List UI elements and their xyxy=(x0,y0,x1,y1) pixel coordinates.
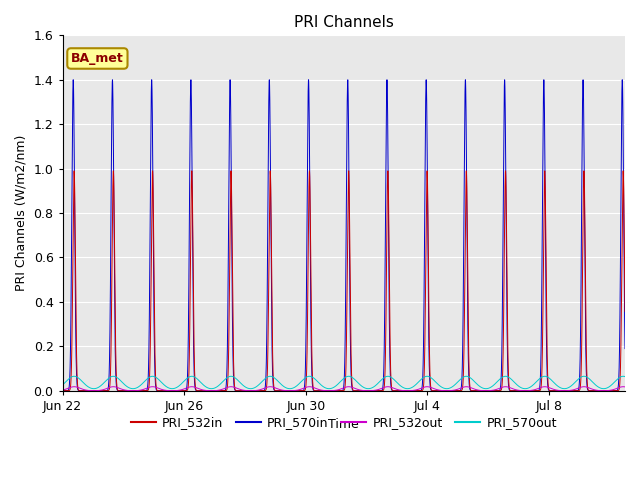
PRI_532out xyxy=(364,388,372,394)
Line: PRI_532in: PRI_532in xyxy=(63,171,625,391)
PRI_570out xyxy=(476,384,484,389)
PRI_532in xyxy=(364,388,372,394)
PRI_570in xyxy=(266,77,273,83)
Legend: PRI_532in, PRI_570in, PRI_532out, PRI_570out: PRI_532in, PRI_570in, PRI_532out, PRI_57… xyxy=(126,411,562,434)
PRI_532in xyxy=(59,388,67,394)
PRI_532in xyxy=(476,388,484,394)
PRI_532out xyxy=(194,385,202,391)
PRI_570out xyxy=(443,386,451,392)
PRI_532in xyxy=(70,168,78,174)
Y-axis label: PRI Channels (W/m2/nm): PRI Channels (W/m2/nm) xyxy=(15,135,28,291)
PRI_570out xyxy=(541,373,548,379)
Line: PRI_532out: PRI_532out xyxy=(63,387,625,391)
X-axis label: Time: Time xyxy=(328,418,359,432)
PRI_570out xyxy=(397,384,405,389)
PRI_570out xyxy=(59,382,67,388)
PRI_570in xyxy=(97,388,105,394)
PRI_570out xyxy=(621,374,629,380)
PRI_532out xyxy=(397,387,405,393)
PRI_532out xyxy=(274,386,282,392)
PRI_532out xyxy=(59,387,67,393)
PRI_570out xyxy=(364,386,372,392)
PRI_532out xyxy=(621,384,629,390)
PRI_532out xyxy=(97,387,105,393)
PRI_570out xyxy=(194,377,202,383)
PRI_532out xyxy=(443,388,451,394)
PRI_570in xyxy=(168,388,175,394)
PRI_532in xyxy=(443,388,451,394)
PRI_532in xyxy=(397,388,405,394)
PRI_570in xyxy=(397,388,405,394)
PRI_570in xyxy=(59,388,67,394)
PRI_532in xyxy=(621,309,629,314)
PRI_532out xyxy=(476,387,484,393)
PRI_570out xyxy=(274,378,282,384)
Line: PRI_570out: PRI_570out xyxy=(63,376,625,389)
PRI_532out xyxy=(541,384,548,390)
PRI_532in xyxy=(274,388,282,394)
PRI_570in xyxy=(274,388,282,394)
PRI_532in xyxy=(97,388,105,394)
PRI_570out xyxy=(97,383,105,389)
Text: BA_met: BA_met xyxy=(71,52,124,65)
PRI_532in xyxy=(194,388,202,394)
PRI_570in xyxy=(194,388,202,394)
PRI_570in xyxy=(476,388,484,394)
Title: PRI Channels: PRI Channels xyxy=(294,15,394,30)
PRI_570in xyxy=(364,388,372,394)
PRI_570in xyxy=(621,346,629,351)
Line: PRI_570in: PRI_570in xyxy=(63,80,625,391)
